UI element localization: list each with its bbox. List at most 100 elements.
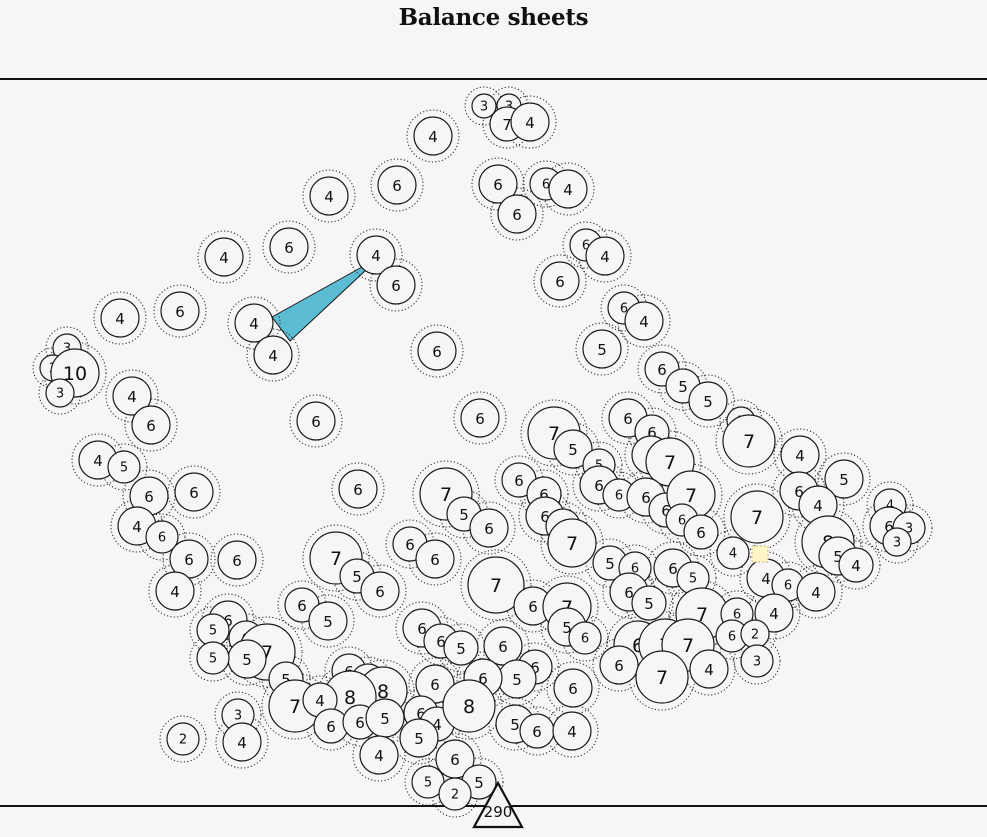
circle-node[interactable]: 4 — [796, 572, 836, 612]
circle-body[interactable] — [174, 472, 214, 512]
circle-node[interactable]: 6 — [553, 668, 593, 708]
circle-body[interactable] — [688, 381, 728, 421]
circle-node[interactable]: 6 — [417, 331, 457, 371]
circle-body[interactable] — [553, 668, 593, 708]
circle-node[interactable]: 5 — [688, 381, 728, 421]
circle-body[interactable] — [780, 435, 820, 475]
circle-body[interactable] — [217, 540, 257, 580]
circle-node[interactable]: 4 — [359, 735, 399, 775]
circle-node[interactable]: 4 — [689, 649, 729, 689]
circle-body[interactable] — [308, 601, 348, 641]
circle-node[interactable]: 6 — [217, 540, 257, 580]
circle-body[interactable] — [582, 329, 622, 369]
circle-body[interactable] — [519, 713, 555, 749]
circle-body[interactable] — [204, 237, 244, 277]
circle-body[interactable] — [467, 556, 525, 614]
circle-body[interactable] — [683, 514, 719, 550]
circle-node[interactable]: 5 — [497, 659, 537, 699]
circle-node[interactable]: 5 — [196, 613, 230, 647]
circle-body[interactable] — [309, 176, 349, 216]
circle-node[interactable]: 4 — [413, 116, 453, 156]
circle-body[interactable] — [359, 735, 399, 775]
circle-body[interactable] — [196, 613, 230, 647]
circle-body[interactable] — [635, 650, 689, 704]
circle-body[interactable] — [112, 376, 152, 416]
circle-node[interactable]: 7 — [635, 650, 689, 704]
circle-body[interactable] — [145, 520, 179, 554]
circle-body[interactable] — [882, 527, 912, 557]
circle-body[interactable] — [754, 593, 794, 633]
circle-node[interactable]: 5 — [631, 585, 667, 621]
circle-body[interactable] — [100, 298, 140, 338]
circle-body[interactable] — [155, 571, 195, 611]
circle-body[interactable] — [45, 378, 75, 408]
circle-node[interactable]: 2 — [166, 722, 200, 756]
circle-body[interactable] — [740, 619, 770, 649]
circle-node[interactable]: 4 — [253, 335, 293, 375]
circle-body[interactable] — [253, 335, 293, 375]
circle-node[interactable]: 5 — [443, 630, 479, 666]
circle-node[interactable]: 4 — [510, 102, 550, 142]
circle-body[interactable] — [413, 116, 453, 156]
circle-node[interactable]: 6 — [497, 194, 537, 234]
circle-node[interactable]: 6 — [269, 227, 309, 267]
circle-node[interactable]: 6 — [296, 401, 336, 441]
circle-body[interactable] — [483, 626, 523, 666]
circle-node[interactable]: 6 — [360, 571, 400, 611]
circle-node[interactable]: 6 — [483, 626, 523, 666]
circle-node[interactable]: 5 — [107, 450, 141, 484]
circle-body[interactable] — [585, 236, 625, 276]
circle-body[interactable] — [796, 572, 836, 612]
circle-node[interactable]: 8 — [442, 679, 496, 733]
circle-body[interactable] — [417, 331, 457, 371]
circle-body[interactable] — [269, 227, 309, 267]
circle-node[interactable]: 2 — [740, 619, 770, 649]
circle-body[interactable] — [399, 718, 439, 758]
circle-node[interactable]: 6 — [338, 469, 378, 509]
circle-node[interactable]: 5 — [399, 718, 439, 758]
circle-node[interactable]: 6 — [599, 645, 639, 685]
circle-body[interactable] — [510, 102, 550, 142]
circle-body[interactable] — [338, 469, 378, 509]
circle-body[interactable] — [540, 261, 580, 301]
circle-body[interactable] — [222, 722, 262, 762]
circle-node[interactable]: 7 — [547, 518, 597, 568]
circle-node[interactable]: 6 — [519, 713, 555, 749]
circle-node[interactable]: 6 — [540, 261, 580, 301]
circle-node[interactable]: 7 — [722, 414, 776, 468]
circle-body[interactable] — [716, 536, 750, 570]
circle-body[interactable] — [438, 777, 472, 811]
circle-body[interactable] — [824, 459, 864, 499]
circle-node[interactable]: 6 — [174, 472, 214, 512]
circle-node[interactable]: 6 — [568, 621, 602, 655]
circle-body[interactable] — [730, 490, 784, 544]
circle-node[interactable]: 4 — [222, 722, 262, 762]
circle-body[interactable] — [722, 414, 776, 468]
circle-node[interactable]: 3 — [882, 527, 912, 557]
circle-node[interactable]: 3 — [45, 378, 75, 408]
circle-body[interactable] — [377, 165, 417, 205]
circle-node[interactable]: 4 — [309, 176, 349, 216]
circle-node[interactable]: 6 — [377, 165, 417, 205]
circle-node[interactable]: 6 — [160, 291, 200, 331]
circle-body[interactable] — [365, 698, 405, 738]
circle-body[interactable] — [478, 164, 518, 204]
circle-node[interactable]: 4 — [155, 571, 195, 611]
circle-node[interactable]: 7 — [730, 490, 784, 544]
circle-body[interactable] — [227, 639, 267, 679]
circle-body[interactable] — [160, 291, 200, 331]
circle-body[interactable] — [624, 301, 664, 341]
circle-node[interactable]: 4 — [624, 301, 664, 341]
circle-node[interactable]: 2 — [438, 777, 472, 811]
circle-node[interactable]: 6 — [131, 405, 171, 445]
circle-node[interactable]: 5 — [308, 601, 348, 641]
circle-body[interactable] — [360, 571, 400, 611]
circle-body[interactable] — [497, 659, 537, 699]
circle-node[interactable]: 4 — [780, 435, 820, 475]
circle-node[interactable]: 5 — [582, 329, 622, 369]
circle-body[interactable] — [631, 585, 667, 621]
circle-body[interactable] — [838, 547, 874, 583]
circle-body[interactable] — [415, 539, 455, 579]
circle-body[interactable] — [376, 265, 416, 305]
